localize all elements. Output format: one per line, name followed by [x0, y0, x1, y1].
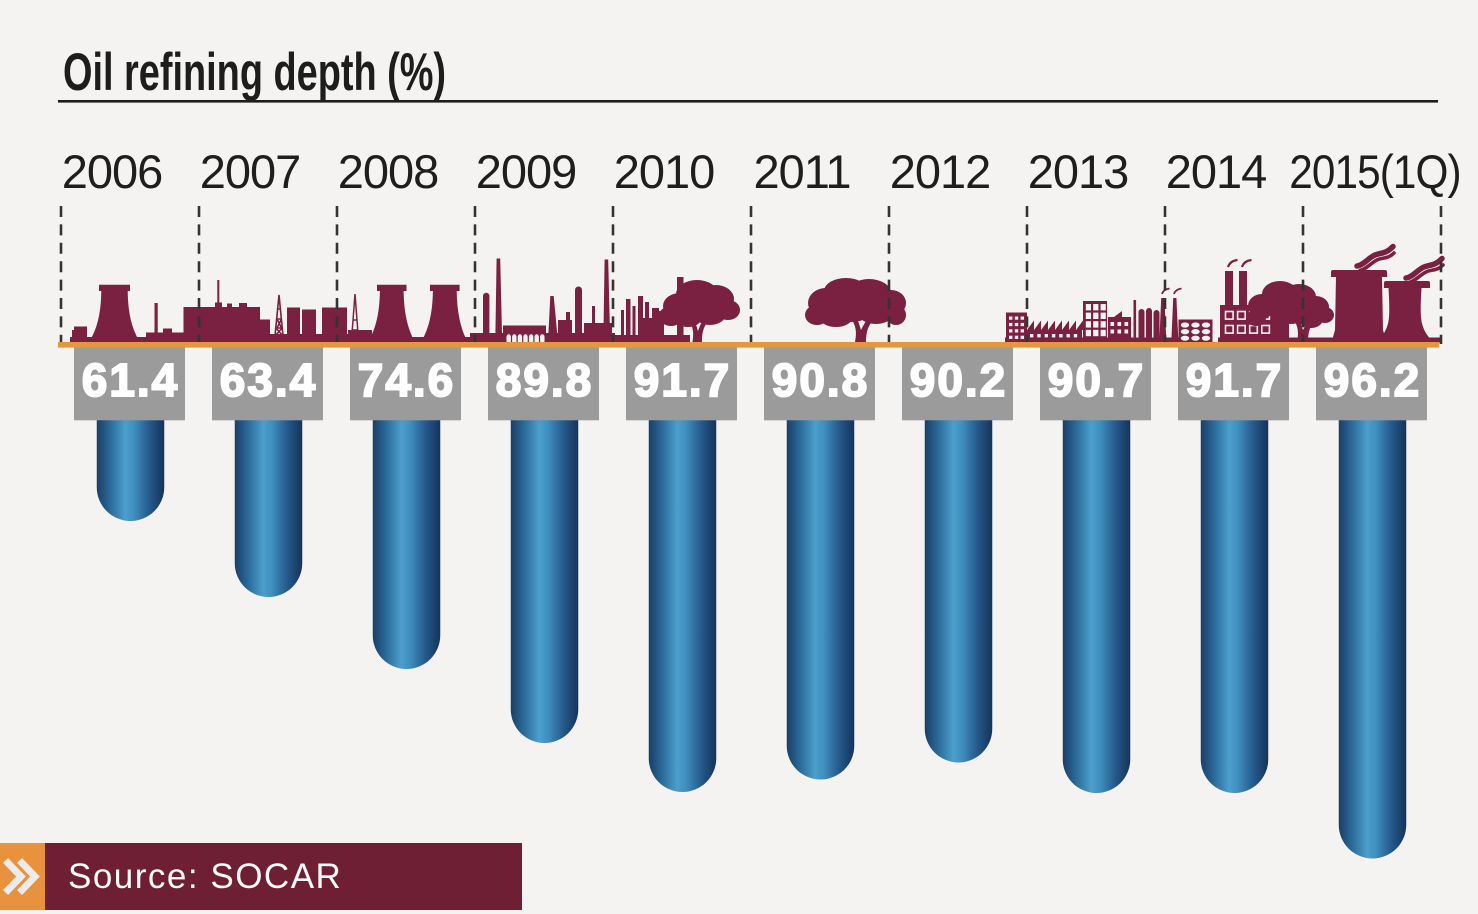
svg-text:63.4: 63.4	[220, 354, 318, 406]
svg-text:Source: SOCAR: Source: SOCAR	[68, 857, 342, 896]
svg-text:2007: 2007	[200, 145, 301, 198]
svg-text:74.6: 74.6	[358, 354, 456, 406]
svg-text:2009: 2009	[476, 145, 577, 198]
svg-text:2012: 2012	[890, 145, 991, 198]
svg-text:2010: 2010	[614, 145, 715, 198]
svg-text:90.8: 90.8	[772, 354, 870, 406]
svg-text:89.8: 89.8	[496, 354, 594, 406]
svg-text:2006: 2006	[62, 145, 163, 198]
svg-text:90.7: 90.7	[1048, 354, 1146, 406]
svg-text:2014: 2014	[1166, 145, 1267, 198]
svg-text:2008: 2008	[338, 145, 439, 198]
svg-text:91.7: 91.7	[1186, 354, 1284, 406]
svg-text:61.4: 61.4	[82, 354, 180, 406]
svg-text:2013: 2013	[1028, 145, 1129, 198]
svg-text:91.7: 91.7	[634, 354, 732, 406]
svg-text:96.2: 96.2	[1324, 354, 1422, 406]
svg-text:2015(1Q): 2015(1Q)	[1289, 147, 1460, 199]
svg-text:Oil refining depth (%): Oil refining depth (%)	[63, 42, 446, 102]
svg-text:2011: 2011	[753, 145, 850, 198]
svg-text:90.2: 90.2	[910, 354, 1008, 406]
